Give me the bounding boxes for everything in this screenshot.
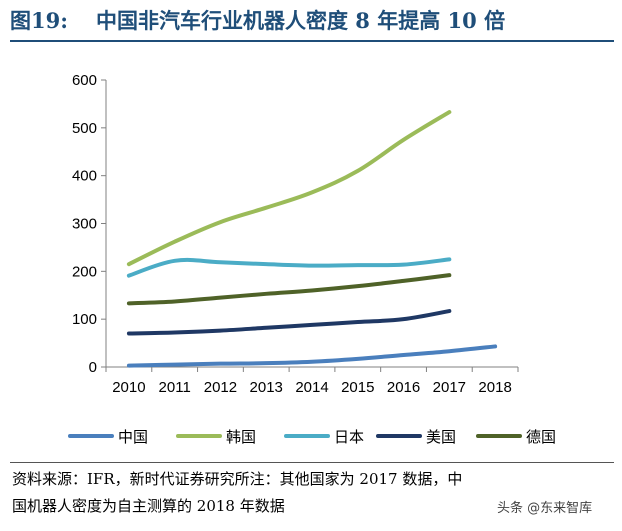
x-tick-label: 2015 [341,379,374,396]
source-note-line-2: 国机器人密度为自主测算的 2018 年数据 [12,497,285,515]
x-tick-label: 2016 [387,379,420,396]
x-tick-label: 2013 [250,379,283,396]
legend-label-3: 日本 [334,428,364,446]
y-tick-label: 600 [72,72,97,89]
series-line-1 [126,344,498,368]
legend-label-1: 中国 [118,428,148,446]
figure-title-text: 中国非汽车行业机器人密度 8 年提高 10 倍 [95,8,506,33]
y-tick-label: 400 [72,168,97,185]
y-tick-label: 100 [72,311,97,328]
y-tick-label: 200 [72,263,97,280]
figure-label: 图19: [10,8,68,33]
x-tick-label: 2018 [478,379,511,396]
line-chart: 0 100 200 300 400 500 600 2010 2011 2012 2013 2014 2… [68,72,556,446]
watermark: 头条 @东来智库 [494,497,596,516]
legend-label-4: 美国 [426,428,456,446]
legend-label-5: 德国 [526,428,556,446]
y-tick-label: 0 [89,359,97,376]
source-note: 资料来源：IFR，新时代证券研究所注：其他国家为 2017 数据，中 国机器人密… [12,466,612,520]
figure-title: 图19: 中国非汽车行业机器人密度 8 年提高 10 倍 [10,2,620,38]
title-divider [10,40,614,42]
x-tick-label: 2011 [159,379,191,396]
y-tick-label: 500 [72,120,97,137]
series-line-2 [126,110,452,267]
series-line-4 [126,309,452,336]
x-tick-label: 2014 [295,379,328,396]
x-tick-label: 2010 [112,379,145,396]
source-note-line-1: 资料来源：IFR，新时代证券研究所注：其他国家为 2017 数据，中 [12,470,463,488]
x-tick-label: 2012 [204,379,237,396]
x-tick-label: 2017 [433,379,466,396]
source-divider [10,462,614,463]
y-tick-label: 300 [72,216,97,233]
series-line-5 [126,273,452,306]
legend-label-2: 韩国 [226,428,256,446]
series-line-3 [126,257,452,278]
